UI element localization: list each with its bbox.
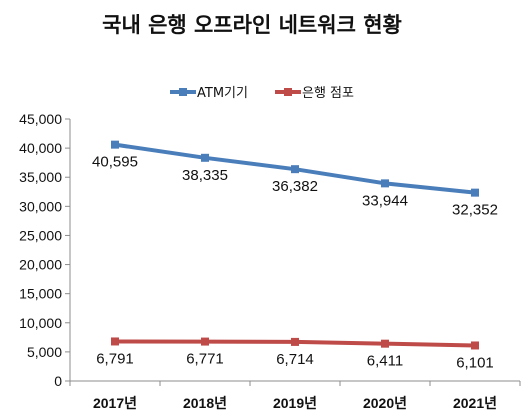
y-tick-label: 35,000	[19, 169, 62, 185]
series-2: 6,791 6,771 6,714 6,411 6,101	[96, 337, 494, 371]
legend-label: 은행 점포	[302, 85, 354, 101]
data-point	[111, 337, 119, 346]
x-tick-label: 2017년	[93, 395, 137, 411]
x-tick-label: 2021년	[453, 395, 497, 411]
legend-marker	[179, 88, 187, 96]
data-point	[381, 179, 389, 188]
y-tick-label: 0	[54, 373, 62, 389]
legend: ATM기기 은행 점포	[170, 85, 354, 101]
data-label: 38,335	[182, 167, 228, 184]
data-label: 6,411	[367, 353, 403, 370]
x-tick-label: 2018년	[183, 395, 227, 411]
data-point	[291, 165, 299, 174]
series-1: 40,595 38,335 36,382 33,944 32,352	[92, 140, 498, 219]
data-point	[201, 153, 209, 162]
data-label: 6,714	[276, 351, 314, 368]
data-label: 36,382	[272, 178, 318, 195]
data-point	[471, 188, 479, 197]
data-point	[291, 337, 299, 346]
axes: 0 5,000 10,000 15,000 20,000 25,000 30,000 35,0…	[19, 111, 521, 411]
data-point	[201, 337, 209, 346]
data-point	[111, 140, 119, 149]
y-tick-label: 20,000	[19, 257, 62, 273]
legend-label: ATM기기	[197, 86, 248, 101]
y-tick-label: 15,000	[19, 286, 62, 302]
x-tick-label: 2020년	[363, 395, 407, 411]
y-tick-label: 5,000	[27, 344, 62, 360]
y-tick-label: 10,000	[19, 315, 62, 331]
y-tick-label: 40,000	[19, 140, 62, 156]
legend-item-1: ATM기기	[170, 86, 248, 101]
y-tick-label: 45,000	[19, 111, 62, 127]
x-tick-label: 2019년	[273, 395, 317, 411]
data-label: 6,771	[186, 351, 224, 368]
data-point	[381, 339, 389, 348]
data-label: 6,791	[96, 350, 134, 367]
data-label: 33,944	[362, 192, 408, 209]
data-label: 32,352	[452, 202, 498, 219]
legend-marker	[284, 88, 292, 96]
y-tick-label: 25,000	[19, 227, 62, 243]
data-label: 6,101	[456, 354, 494, 371]
chart-title: 국내 은행 오프라인 네트워크 현황	[102, 13, 402, 37]
y-tick-label: 30,000	[19, 198, 62, 214]
data-label: 40,595	[92, 154, 138, 171]
legend-item-2: 은행 점포	[275, 85, 354, 101]
data-point	[471, 341, 479, 350]
series-layer: 40,595 38,335 36,382 33,944 32,352 6,791 6,771…	[92, 140, 498, 371]
